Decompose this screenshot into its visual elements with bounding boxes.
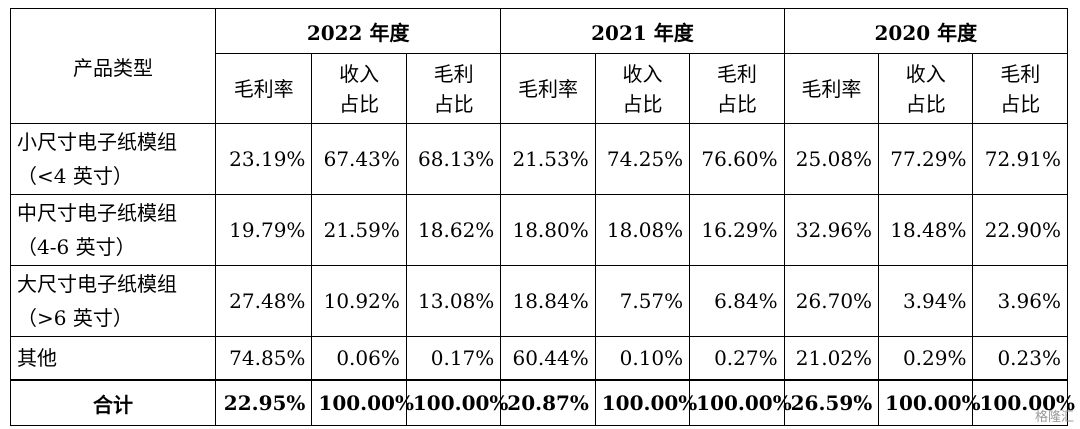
table-cell: 25.08% (783, 123, 880, 195)
sub-header-gross-margin: 毛利率 (783, 53, 880, 124)
table-row: 小尺寸电子纸模组 （<4 英寸） 23.19% 67.43% 68.13% 21… (10, 123, 1068, 195)
total-cell: 26.59% (783, 379, 880, 426)
table-cell: 21.02% (783, 336, 880, 381)
row-category: 小尺寸电子纸模组 （<4 英寸） (10, 123, 216, 195)
table-cell: 0.06% (311, 336, 407, 381)
table-cell: 21.53% (500, 123, 596, 195)
table-cell: 76.60% (689, 123, 785, 195)
total-cell: 100.00% (594, 379, 697, 426)
table-cell: 7.57% (594, 265, 691, 337)
sub-header-gross-profit-share: 毛利 占比 (405, 53, 502, 124)
table-cell: 68.13% (405, 123, 502, 195)
sub-header-revenue-share: 收入 占比 (311, 53, 407, 124)
table-cell: 60.44% (500, 336, 596, 381)
table-cell: 0.29% (878, 336, 974, 381)
table-cell: 18.48% (878, 194, 974, 266)
table-cell: 77.29% (878, 123, 974, 195)
table-cell: 18.62% (405, 194, 502, 266)
table-cell: 0.23% (972, 336, 1068, 381)
product-type-header: 产品类型 (10, 8, 216, 124)
total-label: 合计 (10, 379, 216, 426)
table-cell: 32.96% (783, 194, 880, 266)
sub-header-gross-margin: 毛利率 (500, 53, 596, 124)
table-cell: 18.80% (500, 194, 596, 266)
total-cell: 100.00% (311, 379, 414, 426)
table-cell: 23.19% (214, 123, 313, 195)
table-cell: 16.29% (689, 194, 785, 266)
total-cell: 100.00% (878, 379, 981, 426)
total-cell: 22.95% (214, 379, 313, 426)
sub-header-gross-profit-share: 毛利 占比 (972, 53, 1068, 124)
sub-header-gross-margin: 毛利率 (214, 53, 313, 124)
total-row: 合计 22.95% 100.00% 100.00% 20.87% 100.00%… (10, 379, 1075, 426)
table-cell: 67.43% (311, 123, 407, 195)
table-cell: 18.84% (500, 265, 596, 337)
table-cell: 0.17% (405, 336, 502, 381)
gross-margin-table: 产品类型 2022 年度 2021 年度 2020 年度 毛利率 收入 占比 毛… (10, 8, 1075, 426)
table-cell: 10.92% (311, 265, 407, 337)
row-category: 中尺寸电子纸模组 （4-6 英寸） (10, 194, 216, 266)
total-cell: 100.00% (972, 379, 1075, 426)
table-row: 大尺寸电子纸模组 （>6 英寸） 27.48% 10.92% 13.08% 18… (10, 265, 1068, 337)
year-header-2020: 2020 年度 (783, 8, 1069, 54)
row-category: 其他 (10, 336, 216, 381)
table-cell: 6.84% (689, 265, 785, 337)
sub-header-revenue-share: 收入 占比 (594, 53, 691, 124)
table-cell: 22.90% (972, 194, 1068, 266)
table-cell: 0.27% (689, 336, 785, 381)
table-cell: 26.70% (783, 265, 880, 337)
watermark: 格隆汇 (1034, 410, 1074, 425)
table-cell: 19.79% (214, 194, 313, 266)
table-cell: 74.85% (214, 336, 313, 381)
sub-header-gross-profit-share: 毛利 占比 (689, 53, 785, 124)
table-cell: 27.48% (214, 265, 313, 337)
total-cell: 100.00% (689, 379, 792, 426)
year-header-2021: 2021 年度 (500, 8, 785, 54)
row-category: 大尺寸电子纸模组 （>6 英寸） (10, 265, 216, 337)
table-cell: 13.08% (405, 265, 502, 337)
total-cell: 20.87% (500, 379, 596, 426)
table-cell: 72.91% (972, 123, 1068, 195)
table-row: 中尺寸电子纸模组 （4-6 英寸） 19.79% 21.59% 18.62% 1… (10, 194, 1068, 266)
table-cell: 74.25% (594, 123, 691, 195)
table-cell: 0.10% (594, 336, 691, 381)
table-cell: 3.94% (878, 265, 974, 337)
table-cell: 21.59% (311, 194, 407, 266)
year-header-2022: 2022 年度 (214, 8, 502, 54)
table-cell: 18.08% (594, 194, 691, 266)
total-cell: 100.00% (405, 379, 508, 426)
table-row: 其他 74.85% 0.06% 0.17% 60.44% 0.10% 0.27%… (10, 336, 1068, 381)
table-cell: 3.96% (972, 265, 1068, 337)
sub-header-revenue-share: 收入 占比 (878, 53, 974, 124)
